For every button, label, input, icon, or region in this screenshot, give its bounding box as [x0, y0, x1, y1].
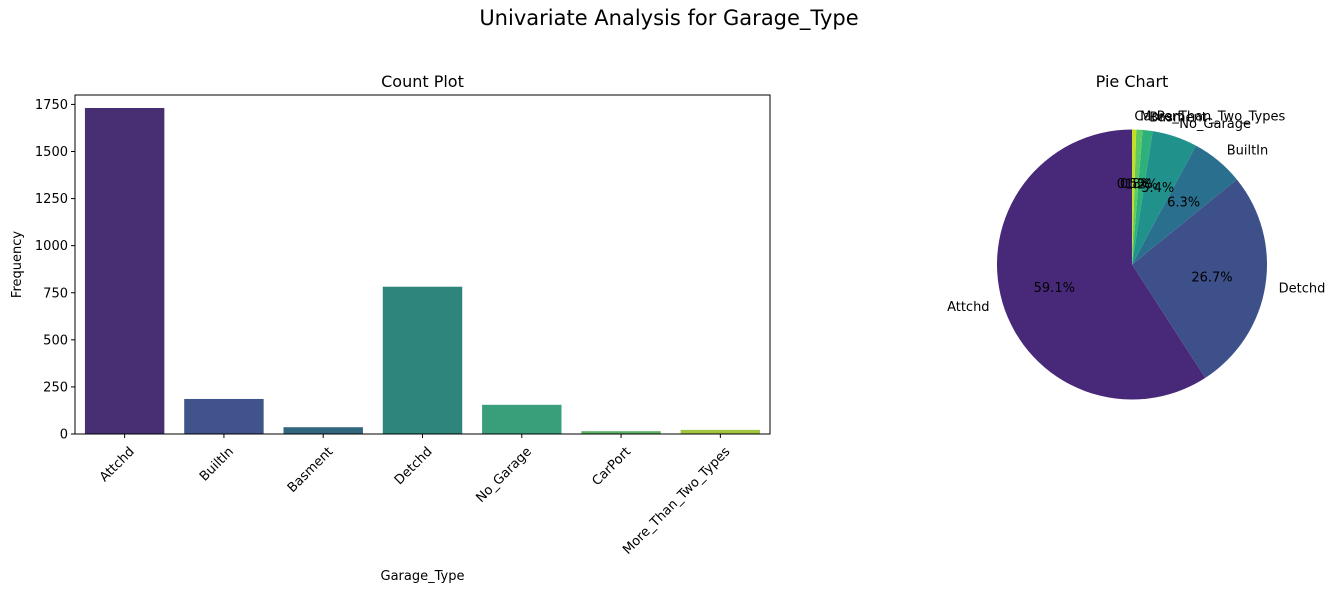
x-tick-label: Detchd: [392, 444, 436, 488]
pie-labels: Attchd 59.1% Detchd 26.7% BuiltIn 6.3% No_Gara…: [947, 110, 1325, 315]
pie-pct-label: 0.8%: [1120, 177, 1153, 192]
count-plot-title: Count Plot: [381, 72, 464, 91]
pie-slice-CarPort: [1132, 129, 1137, 265]
pie-slice-More_Than_Two_Types: [1132, 129, 1143, 265]
bar-No_Garage: [482, 404, 562, 434]
pie-slice-Detchd: [1132, 179, 1267, 378]
y-tick-label: 1000: [35, 239, 68, 254]
y-tick-label: 500: [43, 333, 68, 348]
x-tick-label: Attchd: [97, 444, 138, 485]
pie-label: No_Garage: [1179, 117, 1251, 132]
pie-label: Detchd: [1279, 281, 1326, 296]
pie-label: BuiltIn: [1227, 144, 1269, 159]
pie-chart: Pie Chart Attchd 59.1% Detchd 26.7% BuiltIn 6…: [947, 72, 1325, 400]
bar-marks: [84, 107, 761, 435]
bar-BuiltIn: [184, 398, 264, 434]
bar-Basment: [283, 427, 363, 434]
x-tick-label: No_Garage: [473, 444, 534, 505]
y-tick-label: 1250: [35, 192, 68, 207]
pie-label: CarPort: [1134, 110, 1182, 125]
pie-slice-Basment: [1132, 129, 1153, 265]
y-axis-ticks: 0 250 500 750 1000 1250 1500 1750: [35, 98, 75, 443]
pie-pct-label: 26.7%: [1191, 271, 1232, 286]
x-tick-label: More_Than_Two_Types: [620, 444, 733, 557]
pie-wedges: [997, 129, 1267, 400]
x-axis-label: Garage_Type: [381, 569, 465, 584]
y-axis-label: Frequency: [10, 231, 25, 298]
pie-label: Basment: [1149, 111, 1207, 126]
pie-pct-label: 1.2%: [1125, 178, 1158, 193]
y-tick-label: 250: [43, 380, 68, 395]
pie-pct-label: 5.4%: [1141, 181, 1174, 196]
x-tick-label: CarPort: [589, 444, 634, 489]
pie-slice-No_Garage: [1132, 131, 1196, 265]
bar-CarPort: [581, 431, 661, 434]
y-tick-label: 1500: [35, 145, 68, 160]
pie-pct-label: 0.5%: [1117, 177, 1150, 192]
y-tick-label: 750: [43, 286, 68, 301]
y-tick-label: 0: [60, 428, 68, 443]
x-tick-label: BuiltIn: [197, 444, 237, 484]
pie-label: More_Than_Two_Types: [1140, 110, 1285, 125]
plot-frame: [74, 94, 771, 435]
count-plot: Count Plot 0 250 500 750 1000 1250 1500 1750 At…: [10, 72, 771, 584]
pie-slice-Attchd: [997, 129, 1206, 400]
pie-pct-label: 6.3%: [1167, 196, 1200, 211]
pie-slice-BuiltIn: [1132, 145, 1237, 265]
pie-chart-title: Pie Chart: [1096, 72, 1169, 91]
bar-Attchd: [84, 107, 165, 435]
x-tick-label: Basment: [285, 444, 336, 495]
y-tick-label: 1750: [35, 98, 68, 113]
pie-label: Attchd: [947, 300, 990, 315]
figure-suptitle: Univariate Analysis for Garage_Type: [479, 6, 858, 31]
bar-Detchd: [382, 286, 463, 434]
pie-pct-label: 59.1%: [1034, 281, 1075, 296]
x-axis-ticks: Attchd BuiltIn Basment Detchd No_Garage CarPo…: [97, 434, 734, 558]
bar-More_Than_Two_Types: [680, 429, 761, 434]
